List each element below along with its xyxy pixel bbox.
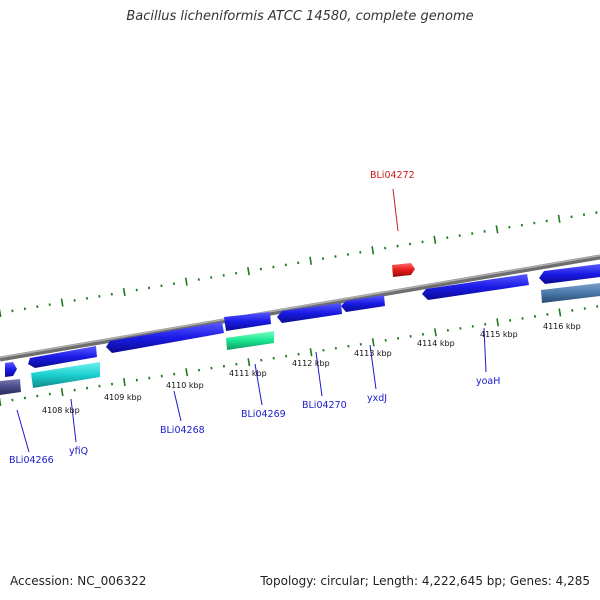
gene-track-forward	[5, 264, 600, 377]
tick-label: 4115 kbp	[480, 330, 518, 339]
tick-label: 4108 kbp	[42, 406, 80, 415]
gene-label-BLi04268[interactable]: BLi04268	[160, 425, 205, 436]
major-tick	[184, 277, 188, 286]
inner-tick-ruler	[0, 305, 599, 406]
gene-label-BLi04270[interactable]: BLi04270	[302, 400, 347, 411]
gene-label-BLi04266[interactable]: BLi04266	[9, 455, 54, 466]
tick-label: 4111 kbp	[229, 369, 267, 378]
gene-arrow[interactable]	[277, 303, 342, 323]
gene-arrow[interactable]	[341, 295, 385, 312]
major-tick	[60, 298, 64, 307]
major-tick	[434, 328, 437, 337]
gene-label-yxdJ[interactable]: yxdJ	[367, 393, 387, 404]
gene-arrow[interactable]	[5, 362, 17, 377]
major-tick	[247, 358, 251, 367]
major-tick	[371, 338, 375, 347]
gene-label-yoaH[interactable]: yoaH	[476, 376, 500, 387]
major-tick	[433, 235, 437, 244]
major-tick	[309, 348, 313, 357]
major-tick	[60, 387, 64, 397]
major-tick	[122, 287, 126, 297]
major-tick	[0, 308, 2, 318]
tick-labels: 4108 kbp 4109 kbp 4110 kbp 4111 kbp 4112…	[42, 322, 581, 415]
genome-title: Bacillus licheniformis ATCC 14580, compl…	[126, 9, 474, 24]
major-tick	[247, 267, 250, 276]
tick-label: 4109 kbp	[104, 393, 142, 402]
major-tick	[495, 225, 499, 234]
tick-label: 4110 kbp	[166, 381, 204, 390]
major-tick	[496, 318, 500, 327]
major-tick	[123, 377, 126, 387]
gene-track-other	[0, 283, 600, 395]
gene-arrow-BLi04272[interactable]	[392, 263, 415, 277]
gene-block[interactable]	[31, 362, 100, 388]
gene-arrow[interactable]	[422, 274, 529, 300]
major-tick	[0, 397, 2, 406]
major-tick	[557, 214, 561, 223]
gene-block[interactable]	[541, 283, 600, 303]
gene-arrow[interactable]	[106, 322, 224, 353]
gene-arrow[interactable]	[28, 346, 97, 368]
gene-block[interactable]	[0, 379, 21, 395]
tick-label: 4113 kbp	[354, 349, 392, 358]
gene-label-BLi04272[interactable]: BLi04272	[370, 170, 415, 181]
major-tick	[558, 308, 562, 317]
genome-backbone	[0, 254, 600, 362]
gene-arrow[interactable]	[224, 312, 271, 331]
gene-leader-lines	[16, 188, 487, 453]
tick-label: 4114 kbp	[417, 339, 455, 348]
genome-summary-text: Topology: circular; Length: 4,222,645 bp…	[260, 574, 590, 588]
gene-labels: BLi04272 BLi04266 yfiQ BLi04268 BLi04269…	[9, 170, 500, 466]
gene-arrow[interactable]	[539, 264, 600, 284]
major-tick	[185, 368, 189, 377]
major-tick	[309, 256, 313, 265]
gene-label-BLi04269[interactable]: BLi04269	[241, 409, 286, 420]
major-tick	[371, 246, 375, 255]
tick-label: 4112 kbp	[292, 359, 330, 368]
gene-label-yfiQ[interactable]: yfiQ	[69, 446, 88, 457]
outer-tick-ruler	[0, 211, 598, 318]
gene-block[interactable]	[226, 331, 274, 350]
accession-text: Accession: NC_006322	[10, 574, 147, 588]
tick-label: 4116 kbp	[543, 322, 581, 331]
